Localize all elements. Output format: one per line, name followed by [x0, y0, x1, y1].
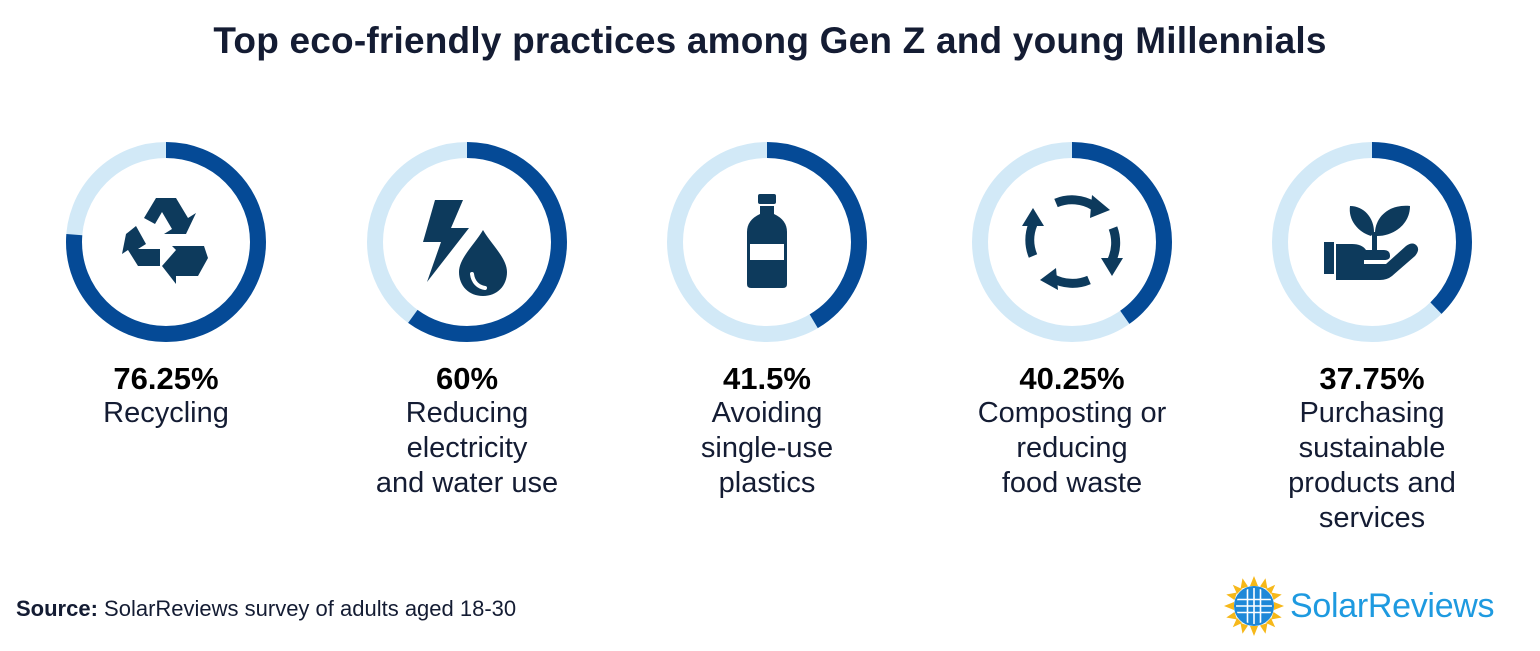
donut-chart [367, 142, 567, 342]
donut-value-label: 41.5% [723, 361, 811, 396]
donut-value-arc [1272, 142, 1472, 342]
donut-item: 37.75% Purchasing sustainable products an… [1242, 140, 1502, 536]
donut-category-label: Reducing electricity and water use [375, 397, 559, 499]
donut-value-label: 76.25% [113, 361, 219, 396]
donut-value-label: 37.75% [1319, 361, 1425, 396]
logo-text: SolarReviews [1290, 586, 1495, 625]
donut-category-label: Purchasing sustainable products and serv… [1288, 397, 1456, 534]
source-text: SolarReviews survey of adults aged 18-30 [97, 596, 517, 621]
hand-sprout-icon [1324, 205, 1419, 280]
sun-logo-icon [1224, 576, 1284, 636]
donut-chart [667, 142, 867, 342]
donut-chart [66, 142, 266, 342]
chart-title: Top eco-friendly practices among Gen Z a… [213, 20, 1327, 61]
donut-item: 76.25% Recycling [36, 140, 296, 431]
donut-value-arc [972, 142, 1172, 342]
solarreviews-logo[interactable]: SolarReviews [1224, 574, 1495, 638]
donut-item: 41.5% Avoiding single-use plastics [637, 140, 897, 501]
donut-chart [1272, 142, 1472, 342]
donut-item: 40.25% Composting or reducing food waste [942, 140, 1202, 501]
donut-value-arc [66, 142, 266, 342]
plastic-bottle-icon [747, 194, 787, 288]
donut-category-label: Recycling [103, 397, 229, 429]
donut-value-label: 40.25% [1019, 361, 1125, 396]
recycle-icon [122, 198, 208, 284]
source-prefix: Source: [16, 596, 98, 621]
donut-chart [972, 142, 1172, 342]
donut-item: 60% Reducing electricity and water use [337, 140, 597, 501]
circular-arrows-icon [1022, 195, 1123, 290]
source-note: Source: SolarReviews survey of adults ag… [16, 596, 516, 622]
donut-value-arc [367, 142, 567, 342]
donut-value-arc [667, 142, 867, 342]
donut-category-label: Composting or reducing food waste [977, 397, 1167, 499]
donut-category-label: Avoiding single-use plastics [700, 397, 834, 499]
donut-value-label: 60% [435, 361, 499, 396]
lightning-water-drop-icon [423, 200, 507, 296]
